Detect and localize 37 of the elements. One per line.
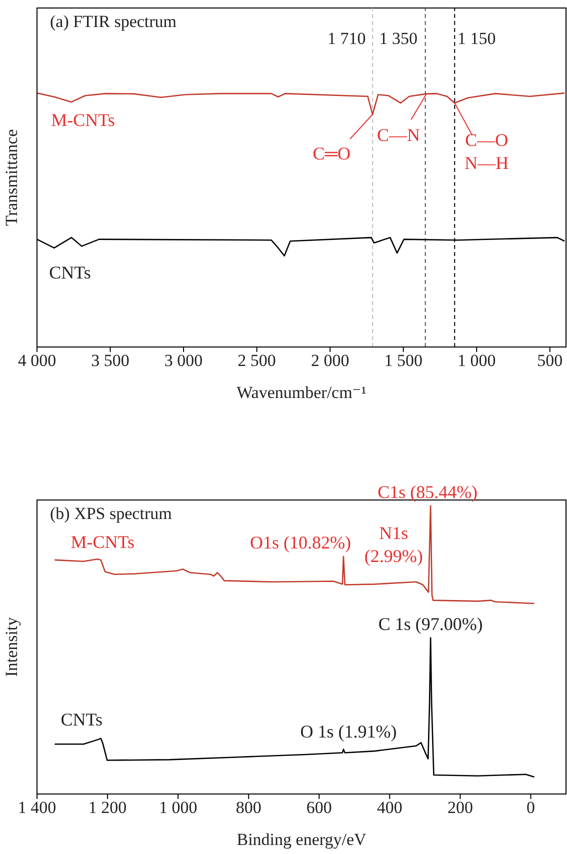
annotation: C═O bbox=[312, 144, 350, 164]
x-tick-label: 1 000 bbox=[158, 798, 198, 818]
ref-line-label: 1 710 bbox=[327, 29, 366, 48]
annotation: N1s (2.99%) bbox=[364, 523, 423, 566]
annotation: C—O N—H bbox=[464, 130, 509, 174]
x-tick-label: 200 bbox=[447, 798, 473, 818]
x-axis-title: Binding energy/eV bbox=[236, 830, 367, 849]
ref-line-label: 1 150 bbox=[458, 29, 496, 48]
x-tick-label: 800 bbox=[236, 798, 262, 818]
series-label: M-CNTs bbox=[70, 532, 135, 552]
series-label: M-CNTs bbox=[51, 110, 115, 130]
series-label: CNTs bbox=[49, 262, 91, 282]
x-tick-label: 2 500 bbox=[238, 351, 276, 370]
annotation: C—N bbox=[376, 124, 420, 145]
x-tick-label: 1 400 bbox=[18, 798, 56, 818]
annotation: O 1s (1.91%) bbox=[300, 721, 397, 742]
y-axis-title: Intensity bbox=[2, 616, 22, 677]
series-label: CNTs bbox=[60, 709, 103, 730]
x-tick-label: 400 bbox=[376, 798, 402, 818]
x-tick-label: 3 500 bbox=[91, 351, 130, 370]
y-axis-title: Transmittance bbox=[2, 129, 22, 226]
annotation: O1s (10.82%) bbox=[250, 532, 351, 553]
x-tick-label: 2 000 bbox=[310, 351, 350, 370]
x-tick-label: 1 200 bbox=[88, 798, 127, 818]
chart-title: (a) FTIR spectrum bbox=[50, 12, 177, 32]
chart-title: (b) XPS spectrum bbox=[50, 504, 172, 524]
annotation: C 1s (97.00%) bbox=[378, 614, 483, 634]
x-axis-title: Wavenumber/cm⁻¹ bbox=[236, 383, 366, 402]
x-tick-label: 600 bbox=[306, 798, 332, 818]
x-tick-label: 0 bbox=[526, 798, 535, 818]
x-tick-label: 4 000 bbox=[18, 351, 56, 370]
x-tick-label: 500 bbox=[537, 351, 563, 370]
x-tick-label: 1 500 bbox=[384, 351, 422, 370]
x-tick-label: 3 000 bbox=[164, 351, 203, 370]
x-tick-label: 1 000 bbox=[457, 351, 496, 370]
annotation: C1s (85.44%) bbox=[378, 482, 478, 502]
ref-line-label: 1 350 bbox=[379, 29, 418, 48]
